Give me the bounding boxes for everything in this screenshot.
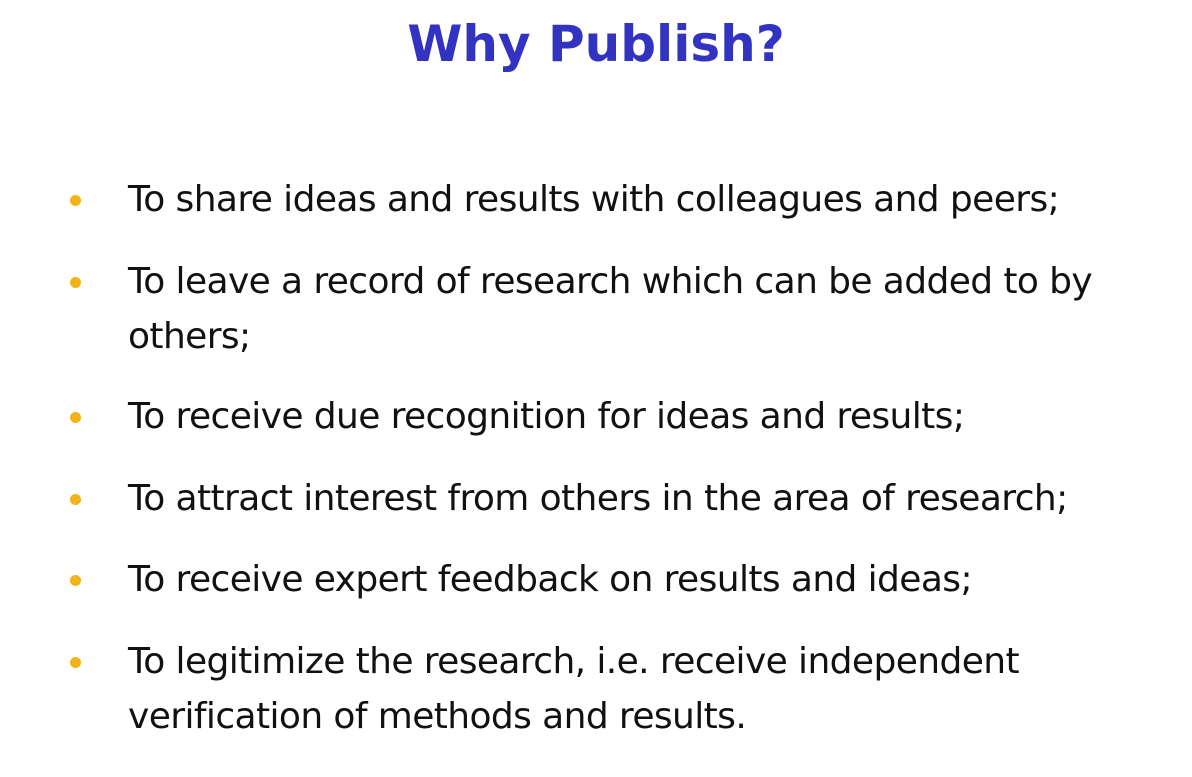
- bullet-text: To legitimize the research, i.e. receive…: [128, 641, 1020, 737]
- bullet-text: To leave a record of research which can …: [128, 261, 1093, 357]
- bullet-dot-icon: [70, 657, 81, 668]
- bullet-text: To receive expert feedback on results an…: [128, 559, 973, 600]
- bullet-dot-icon: [70, 575, 81, 586]
- bullet-dot-icon: [70, 195, 81, 206]
- bullet-text: To share ideas and results with colleagu…: [128, 179, 1060, 220]
- bullet-dot-icon: [70, 494, 81, 505]
- bullet-dot-icon: [70, 412, 81, 423]
- bullet-dot-icon: [70, 277, 81, 288]
- bullet-text: To attract interest from others in the a…: [128, 478, 1068, 519]
- bullet-text: To receive due recognition for ideas and…: [128, 396, 965, 437]
- slide-title: Why Publish?: [407, 15, 785, 73]
